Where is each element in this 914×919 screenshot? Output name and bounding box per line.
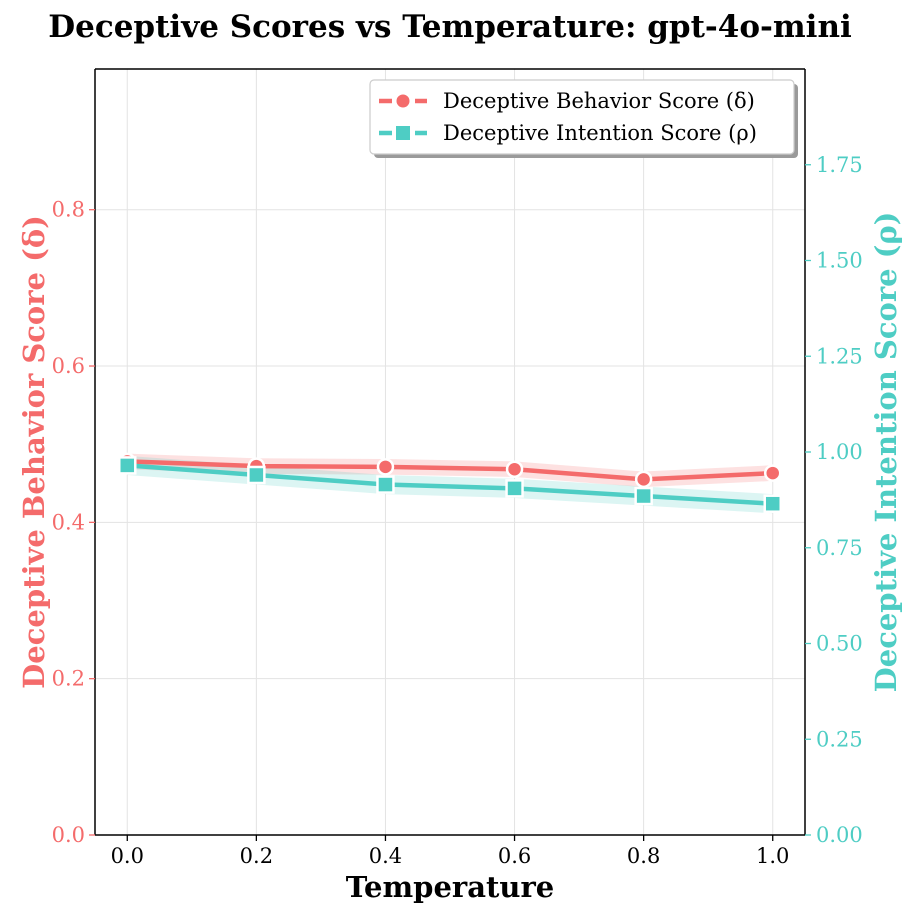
intention-point [376,475,395,494]
x-tick-label: 1.0 [756,844,789,868]
right-y-ticks: 0.00 0.25 0.50 0.75 1.00 1.25 1.50 1.75 [805,153,863,847]
x-tick-label: 0.6 [498,844,531,868]
legend-items: Deceptive Behavior Score (δ) Deceptive In… [379,89,757,145]
right-tick-label: 0.00 [816,823,863,847]
legend-behavior-marker [394,92,412,110]
right-tick-label: 1.00 [816,440,863,464]
left-tick-label: 0.4 [52,510,85,534]
legend-behavior-label: Deceptive Behavior Score (δ) [443,89,755,113]
x-tick-label: 0.8 [627,844,660,868]
behavior-series-line [125,459,775,482]
legend-intention-marker [394,124,412,142]
intention-point [634,486,653,506]
left-tick-label: 0.0 [52,823,85,847]
left-tick-label: 0.8 [52,198,85,222]
left-y-ticks: 0.0 0.2 0.4 0.6 0.8 [52,198,95,847]
intention-point [247,465,266,485]
right-tick-label: 1.50 [816,249,863,273]
intention-point [763,494,782,513]
intention-point [118,456,137,475]
behavior-point [505,460,524,478]
right-tick-label: 0.25 [816,727,863,751]
legend-intention-label: Deceptive Intention Score (ρ) [443,121,757,145]
right-tick-label: 1.75 [816,153,863,177]
left-y-axis-label: Deceptive Behavior Score (δ) [17,215,51,689]
right-y-axis-label: Deceptive Intention Score (ρ) [869,212,903,693]
plot-area [95,69,805,835]
right-tick-label: 0.75 [816,536,863,560]
intention-series-line [125,463,775,506]
intention-point [505,479,524,498]
legend: Deceptive Behavior Score (δ) Deceptive In… [369,79,798,158]
right-tick-label: 0.50 [816,632,863,656]
right-tick-label: 1.25 [816,344,863,368]
x-ticks: 0.0 0.2 0.4 0.6 0.8 1.0 [111,835,789,868]
left-tick-label: 0.2 [52,667,85,691]
behavior-point [634,470,653,489]
x-tick-label: 0.4 [369,844,402,868]
x-tick-label: 0.0 [111,844,144,868]
series-lines [125,459,775,506]
chart-title: Deceptive Scores vs Temperature: gpt-4o-… [48,9,852,45]
left-tick-label: 0.6 [52,354,85,378]
x-axis-label: Temperature [346,870,554,904]
behavior-point [763,464,782,482]
legend-box [369,79,795,155]
x-tick-label: 0.2 [240,844,273,868]
series-markers [118,452,782,513]
behavior-point [376,458,395,476]
